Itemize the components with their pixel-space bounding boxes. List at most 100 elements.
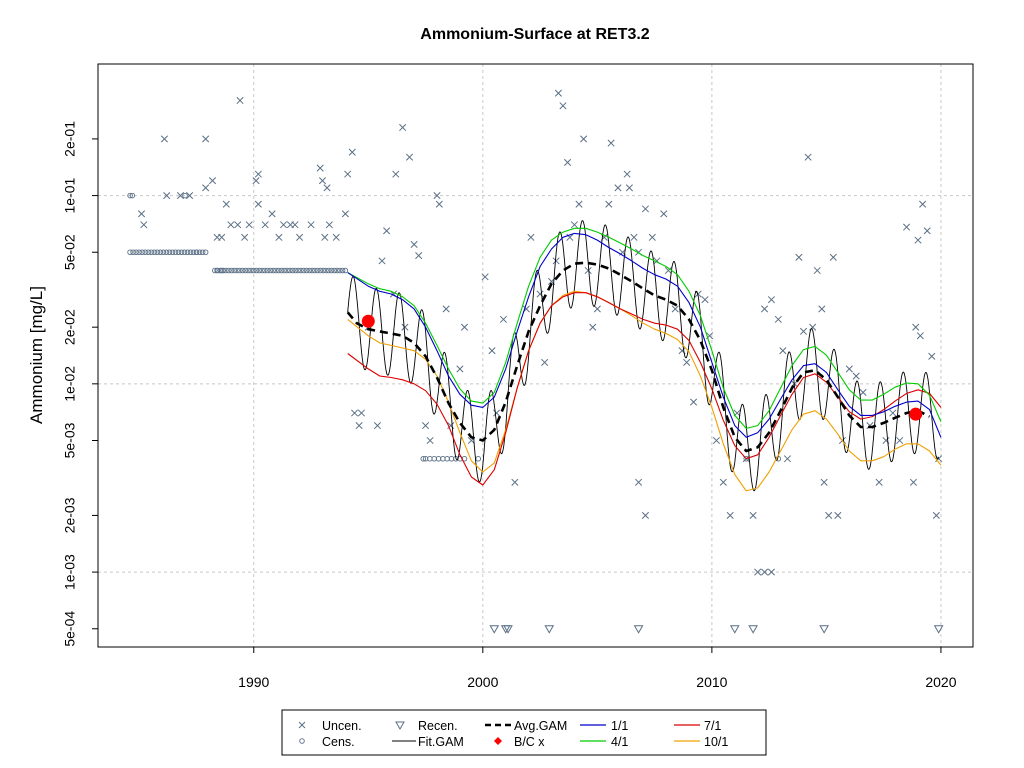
uncensored-point [829,253,837,261]
uncensored-point [820,478,828,486]
uncensored-point [460,323,469,331]
uncensored-point [630,233,638,241]
uncensored-point [378,257,386,265]
uncensored-point [852,372,860,380]
censored-point [130,249,136,256]
uncensored-point [584,266,592,275]
censored-point [154,249,161,256]
series-10-1-line [347,290,942,492]
y-tick-label: 1e-03 [62,554,78,590]
x-tick-label: 1990 [238,674,269,690]
uncensored-point [415,252,423,260]
uncensored-point [499,315,507,323]
uncensored-point [779,347,787,355]
censored-point [129,192,136,199]
censored-point [253,267,260,274]
censored-point [237,267,243,274]
uncensored-point [580,135,588,143]
censored-point [298,267,304,274]
uncensored-point [296,233,304,241]
uncensored-point [559,102,567,110]
censored-point [178,249,185,256]
censored-point [314,267,321,274]
recensored-point [503,625,513,634]
censored-point [287,267,293,274]
legend-recen-label: Recen. [418,719,458,733]
uncensored-point [245,221,253,229]
uncensored-point [222,200,230,208]
uncensored-point [541,358,549,366]
y-axis-label: Ammonium [mg/L] [27,286,46,424]
censored-point [259,267,265,274]
uncensored-point [589,323,597,331]
uncensored-point [410,240,418,249]
censored-point [306,267,313,274]
uncensored-point [373,422,382,430]
legend-uncen-label: Uncen. [322,719,362,733]
uncensored-point [767,296,775,304]
censored-point [312,267,318,274]
uncensored-point [252,177,260,185]
uncensored-point [664,266,672,275]
x-tick-label: 2020 [925,674,956,690]
uncensored-point [392,170,400,178]
censored-point [300,267,307,274]
censored-point [193,249,200,256]
uncensored-point [291,221,299,229]
uncensored-point [564,158,572,166]
uncensored-point [799,327,808,335]
recensored-point [544,625,555,634]
uncensored-point [859,388,867,397]
censored-point [225,267,232,274]
censored-point [196,249,203,256]
uncensored-point [623,170,631,178]
uncensored-point [163,192,171,200]
uncensored-point [813,266,821,275]
uncensored-point [254,170,262,178]
uncensored-point [227,221,235,229]
uncensored-point [683,358,691,366]
censored-point [218,267,225,274]
censored-point [242,267,249,274]
uncensored-point [160,135,168,143]
censored-point [202,249,209,256]
plot-frame [97,63,974,648]
uncensored-point [323,184,331,192]
uncensored-point [689,398,698,406]
censored-point [160,249,167,256]
censored-point [212,267,218,274]
uncensored-point [234,221,242,229]
y-tick-label: 2e-01 [62,121,78,157]
uncensored-point [552,257,560,265]
uncensored-point [818,305,826,313]
censored-point [273,267,279,274]
censored-point [292,267,299,274]
censored-point [169,249,176,256]
grid [98,64,973,647]
censored-point [264,267,271,274]
legend: Uncen. Recen. Avg.GAM 1/1 7/1 Cens. Fit.… [281,709,767,756]
uncensored-point [261,221,269,229]
censored-point [157,249,164,256]
legend-cens-label: Cens. [322,735,355,749]
censored-point [281,267,288,274]
uncensored-point [399,123,407,132]
uncensored-point [279,221,288,229]
uncensored-point [575,200,583,208]
censored-point [163,249,170,256]
uncensored-point [275,233,283,241]
uncensored-point [648,233,656,241]
censored-point [317,267,324,274]
recensored-point [819,625,829,634]
recensored-point [933,625,944,634]
uncensored-point [241,233,249,241]
uncensored-point [761,568,769,576]
censored-point [284,267,290,274]
censored-point [175,249,182,256]
censored-point [278,267,285,274]
censored-point [323,267,329,274]
uncensored-point [488,347,496,355]
y-tick-label: 2e-03 [62,497,78,533]
uncensored-point [914,236,922,244]
